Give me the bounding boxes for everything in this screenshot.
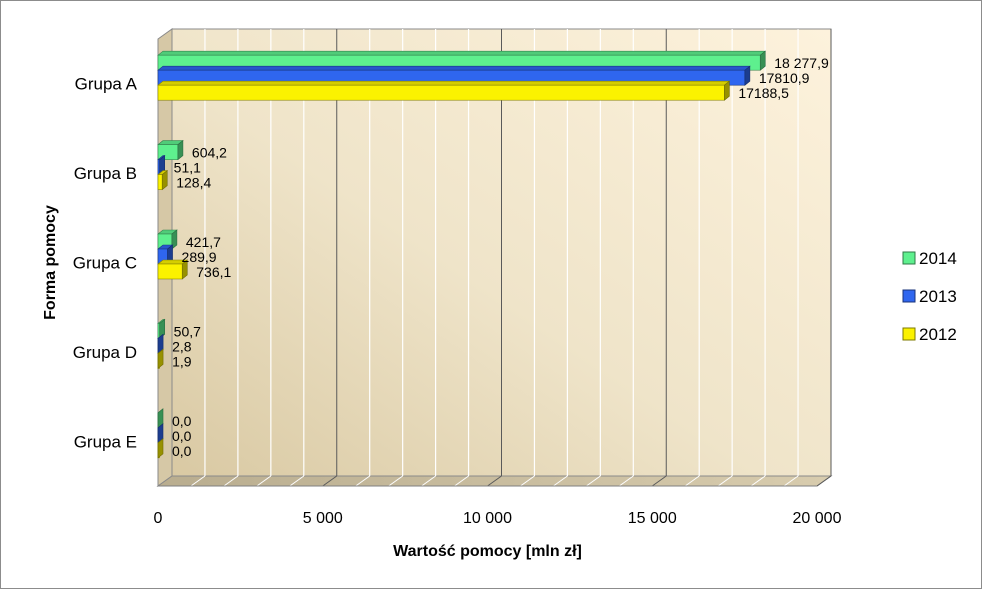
minor-gridline-floor: [256, 475, 272, 487]
category-label: Grupa D: [73, 343, 137, 362]
major-gridline-floor: [322, 475, 338, 487]
x-tick-label: 10 000: [463, 510, 512, 527]
minor-gridline-floor: [783, 475, 799, 487]
minor-gridline-floor: [586, 475, 601, 487]
minor-gridline-floor: [454, 475, 469, 487]
minor-gridline-floor: [717, 475, 733, 487]
bar-2012-grupa-d: [157, 348, 164, 370]
data-label: 421,7: [186, 234, 221, 250]
legend-label: 2013: [919, 287, 957, 306]
data-label: 17188,5: [738, 85, 789, 101]
minor-gridline-floor: [553, 475, 568, 487]
x-tick-label: 0: [154, 510, 163, 527]
labels: 0 5 000 10 000 15 000 20 000 Wartość pomocy […: [42, 55, 842, 560]
minor-gridline-floor: [520, 475, 535, 487]
data-label: 0,0: [172, 413, 192, 429]
legend: 2014 2013 2012: [902, 249, 957, 344]
data-label: 51,1: [174, 160, 201, 176]
category-label: Grupa B: [74, 164, 137, 183]
x-tick-label: 20 000: [793, 510, 842, 527]
minor-gridline-floor: [421, 475, 436, 487]
data-label: 289,9: [182, 249, 217, 265]
plot-area: [156, 28, 833, 487]
data-label: 0,0: [172, 443, 192, 459]
data-label: 17810,9: [759, 70, 810, 86]
y-axis-title: Forma pomocy: [42, 205, 59, 320]
data-label: 736,1: [196, 264, 231, 280]
minor-gridline-floor: [750, 475, 766, 487]
x-axis-title: Wartość pomocy [mln zł]: [393, 543, 582, 560]
bars: [157, 50, 767, 459]
legend-item-2012: 2012: [902, 325, 957, 344]
major-gridline-floor: [816, 475, 832, 487]
data-label: 604,2: [192, 145, 227, 161]
minor-gridline-floor: [388, 475, 403, 487]
minor-gridline-floor: [619, 475, 634, 487]
data-label: 1,9: [172, 353, 192, 369]
x-tick-label: 15 000: [628, 510, 677, 527]
legend-swatch: [902, 289, 916, 303]
bar-2012-grupa-a: [157, 80, 731, 101]
major-gridline-floor: [487, 475, 502, 487]
legend-label: 2014: [919, 249, 957, 268]
bar-2014-grupa-d: [157, 318, 166, 340]
legend-swatch: [902, 251, 916, 265]
legend-label: 2012: [919, 325, 957, 344]
minor-gridline-floor: [223, 475, 239, 487]
minor-gridline-floor: [684, 475, 700, 487]
legend-item-2014: 2014: [902, 249, 957, 268]
minor-gridline-floor: [289, 475, 305, 487]
data-label: 128,4: [176, 175, 211, 191]
legend-swatch: [902, 327, 916, 341]
category-label: Grupa E: [74, 432, 137, 451]
bar-2013-grupa-c: [157, 244, 174, 265]
data-label: 2,8: [172, 338, 192, 354]
data-label: 0,0: [172, 428, 192, 444]
bar-2012-grupa-e: [157, 438, 164, 459]
minor-gridline-floor: [190, 475, 206, 487]
data-label: 18 277,9: [774, 55, 829, 71]
data-label: 50,7: [174, 323, 201, 339]
bar-2012-grupa-b: [157, 169, 169, 191]
category-label: Grupa A: [75, 75, 138, 94]
x-tick-label: 5 000: [303, 510, 343, 527]
legend-item-2013: 2013: [902, 287, 957, 306]
minor-gridline-floor: [355, 475, 370, 487]
bar-2012-grupa-c: [157, 259, 189, 280]
category-label: Grupa C: [73, 254, 137, 273]
bar-2013-grupa-d: [157, 333, 164, 355]
major-gridline-floor: [651, 475, 667, 487]
